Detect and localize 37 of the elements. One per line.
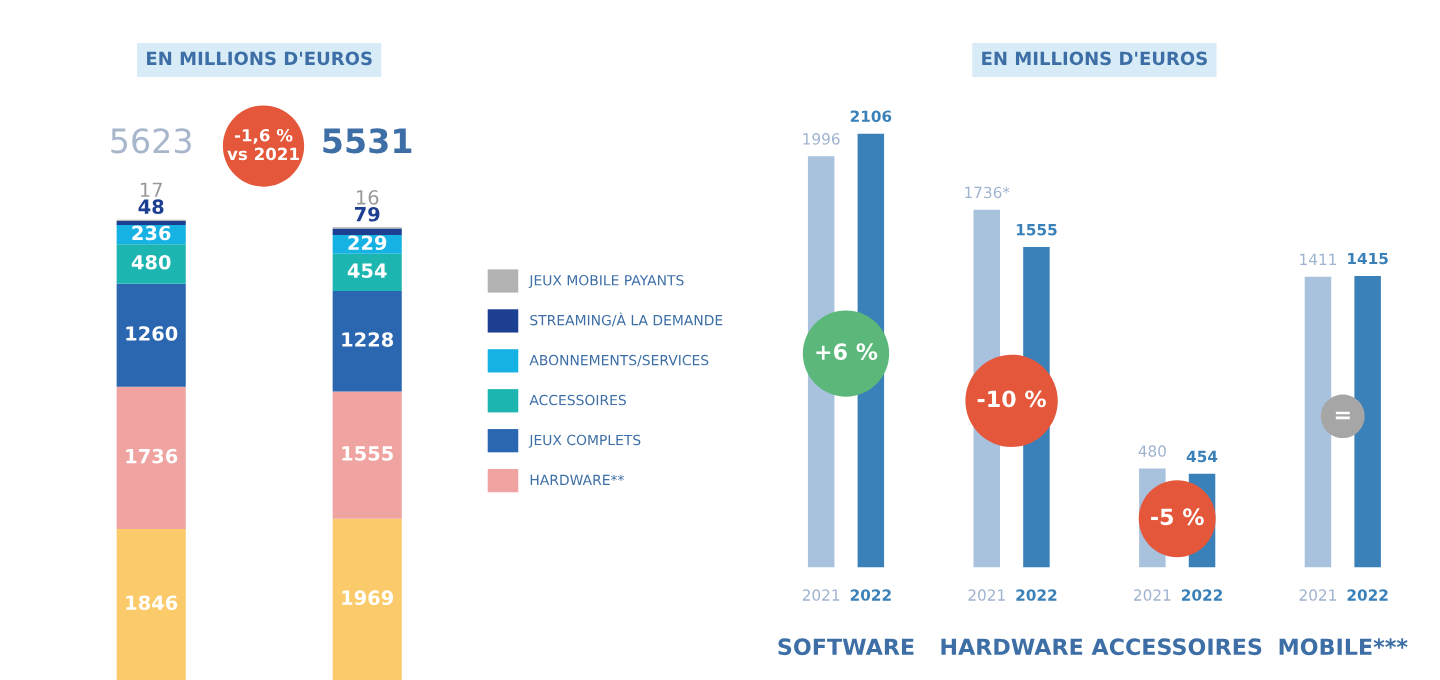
bar (332, 518, 402, 680)
bar (1304, 276, 1332, 568)
bar (116, 386, 186, 529)
data-label: 1736 (126, 448, 178, 464)
data-label: 48 (138, 199, 164, 215)
data-label: 236 (132, 225, 171, 241)
x-tick-label: HARDWARE (941, 638, 1083, 655)
data-label: 1969 (342, 590, 394, 606)
data-label: 229 (348, 235, 387, 251)
data-label: 79 (354, 206, 380, 222)
data-label: 1260 (126, 326, 178, 341)
bar (116, 528, 186, 680)
total-label: 5623 (111, 128, 191, 154)
x-tick-label: SOFTWARE (778, 638, 914, 656)
annotation: -5 % (1151, 508, 1204, 526)
bar (116, 244, 186, 284)
bar (116, 283, 186, 387)
x-tick-label: MOBILE*** (1279, 638, 1408, 656)
bar (1354, 275, 1381, 568)
data-label: 454 (347, 263, 387, 279)
bar (332, 391, 402, 519)
chart-title: EN MILLIONS D'EUROS (147, 51, 372, 66)
chart-title: EN MILLIONS D'EUROS (982, 51, 1207, 66)
data-label: 480 (131, 254, 171, 270)
bar (332, 228, 402, 236)
data-label: 17 (140, 182, 162, 197)
annotation: -10 % (977, 390, 1046, 408)
data-label: 1555 (342, 446, 393, 461)
total-label: 5531 (323, 128, 412, 154)
bar (332, 290, 402, 392)
text: -1,6 % vs 2021 (227, 128, 299, 161)
annotation: +6 % (816, 343, 878, 361)
data-label: 16 (356, 190, 379, 205)
annotation: = (1335, 411, 1350, 420)
data-label: 1228 (342, 332, 394, 347)
data-label: 1846 (126, 595, 178, 611)
x-tick-label: ACCESSOIRES (1091, 638, 1262, 656)
